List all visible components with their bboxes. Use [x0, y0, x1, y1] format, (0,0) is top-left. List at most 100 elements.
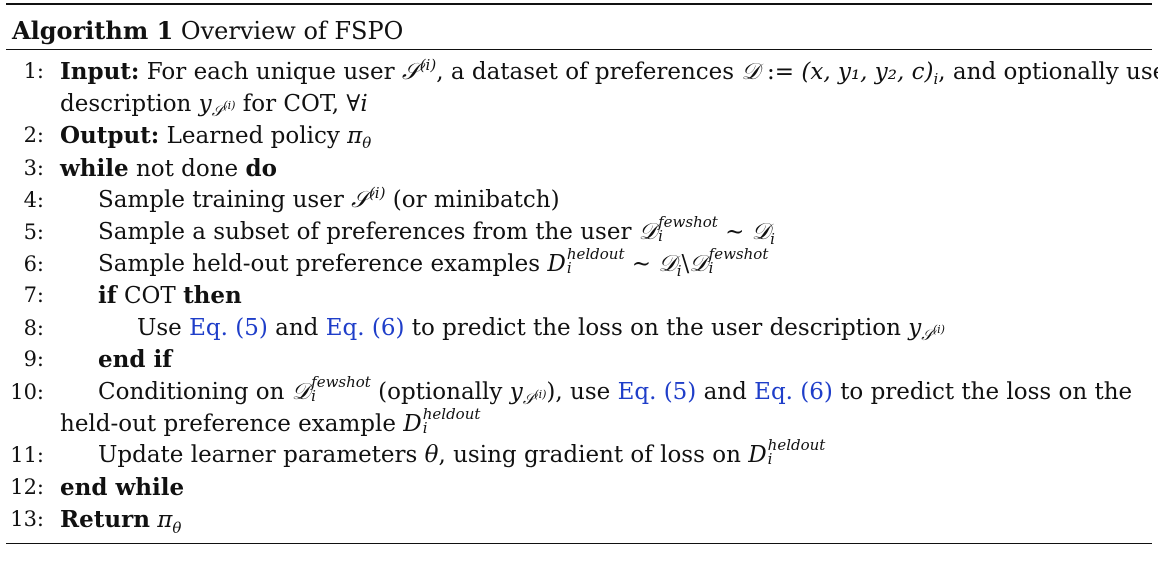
- line-number: 9:: [23, 347, 44, 372]
- math-sup: (i): [932, 323, 945, 337]
- math-sim: ∼: [725, 218, 745, 245]
- line-12: 12: end while: [6, 472, 1152, 505]
- math-D-plain: D: [748, 442, 767, 469]
- math-theta: θ: [424, 442, 439, 469]
- math-y: y: [908, 314, 922, 341]
- math-S: 𝒮: [211, 101, 224, 120]
- math-supsub: heldout i: [767, 436, 826, 469]
- line-7: 7: if COT then: [6, 280, 1152, 313]
- math-sup: heldout: [422, 404, 481, 423]
- math-D-plain: D: [403, 410, 422, 437]
- line-13: 13: Return πθ: [6, 504, 1152, 537]
- math-setminus: \: [681, 250, 690, 277]
- math-S: 𝒮: [522, 390, 535, 409]
- math-supsub: heldout i: [566, 244, 625, 277]
- bottom-rule: [6, 542, 1152, 544]
- keyword-then: then: [183, 282, 242, 310]
- math-D-plain: D: [547, 250, 566, 277]
- line-number: 11:: [10, 443, 44, 468]
- keyword-while: while: [60, 154, 129, 182]
- math-S: 𝒮: [351, 187, 369, 214]
- line-text: held-out preference example: [60, 410, 396, 437]
- line-text: COT: [123, 283, 176, 310]
- line-1-continued: description y𝒮(i) for COT, ∀i: [6, 89, 1152, 121]
- line-number: 12:: [10, 474, 44, 499]
- keyword-do: do: [245, 154, 277, 182]
- line-text: For each unique user: [146, 59, 395, 85]
- algorithm-title: Algorithm 1 Overview of FSPO: [6, 5, 1152, 49]
- math-sub: i: [566, 258, 572, 277]
- math-S: 𝒮: [401, 59, 420, 85]
- line-text: , and optionally user: [938, 59, 1158, 85]
- eq5-link[interactable]: Eq. (5): [189, 314, 268, 341]
- eq5-link[interactable]: Eq. (5): [617, 378, 697, 405]
- algorithm-label: Algorithm 1: [12, 16, 174, 45]
- math-D: 𝒟: [751, 218, 771, 245]
- keyword-return: Return: [60, 506, 150, 534]
- line-8: 8: Use Eq. (5) and Eq. (6) to predict th…: [6, 313, 1152, 345]
- math-tuple: (x, y₁, y₂, c): [801, 59, 934, 85]
- line-text: Conditioning on: [98, 378, 285, 405]
- top-rule: [6, 3, 1152, 5]
- line-text: Use: [137, 314, 182, 341]
- math-supsub: fewshot i: [658, 214, 718, 245]
- math-sub: i: [933, 70, 939, 89]
- keyword-input: Input:: [60, 58, 140, 85]
- keyword-if: if: [98, 282, 117, 310]
- line-text: Sample a subset of preferences from the …: [98, 218, 632, 245]
- line-text: Sample training user: [98, 187, 344, 214]
- math-sub: i: [770, 230, 775, 249]
- line-text: Sample held-out preference examples: [98, 250, 541, 277]
- line-number: 3:: [23, 155, 44, 180]
- math-sup: (i): [223, 99, 236, 113]
- line-number: 6:: [23, 251, 44, 276]
- math-y: y: [509, 378, 523, 405]
- math-sup: heldout: [767, 436, 826, 455]
- line-text: Learned policy: [166, 123, 340, 150]
- keyword-end-while: end while: [60, 473, 185, 501]
- line-text: ), use: [546, 378, 611, 405]
- line-number: 5:: [23, 219, 44, 244]
- math-S: 𝒮: [921, 326, 933, 344]
- math-sub: i: [708, 258, 714, 277]
- eq6-link[interactable]: Eq. (6): [325, 314, 405, 341]
- line-number: 1:: [23, 59, 44, 83]
- line-9: 9: end if: [6, 344, 1152, 377]
- math-supsub: heldout i: [422, 404, 481, 435]
- math-sub: i: [767, 450, 773, 469]
- math-pi: π: [157, 507, 173, 534]
- math-sub: i: [311, 386, 316, 405]
- line-11: 11: Update learner parameters θ, using g…: [6, 436, 1152, 472]
- math-sub: i: [658, 226, 663, 245]
- line-number: 7:: [23, 283, 44, 308]
- math-y: y: [198, 90, 212, 117]
- math-D: 𝒟: [638, 218, 658, 245]
- math-D: 𝒟: [658, 250, 677, 277]
- line-text: , a dataset of preferences: [436, 59, 735, 85]
- math-assign: :=: [767, 59, 795, 85]
- math-D: 𝒟: [741, 59, 760, 85]
- math-sim: ∼: [631, 250, 652, 277]
- line-text: and: [703, 378, 747, 405]
- line-number: 10:: [10, 379, 44, 404]
- keyword-output: Output:: [60, 122, 160, 150]
- line-text: Update learner parameters: [98, 442, 418, 469]
- line-text: for COT, ∀: [242, 90, 361, 117]
- line-2: 2: Output: Learned policy πθ: [6, 120, 1152, 153]
- algorithm-name: Overview of FSPO: [180, 17, 404, 45]
- line-3: 3: while not done do: [6, 153, 1152, 186]
- math-sup: heldout: [566, 244, 625, 263]
- math-sub: θ: [172, 518, 182, 537]
- keyword-end-if: end if: [98, 346, 173, 374]
- line-number: 2:: [23, 123, 44, 148]
- eq6-link[interactable]: Eq. (6): [754, 378, 833, 405]
- math-sup: fewshot: [708, 244, 769, 263]
- line-text: and: [275, 314, 319, 341]
- algorithm-block: Algorithm 1 Overview of FSPO 1: Input: F…: [6, 3, 1158, 544]
- math-i: i: [360, 90, 368, 117]
- line-text: to predict the loss on the user descript…: [411, 314, 901, 341]
- math-supsub: fewshot i: [708, 244, 769, 277]
- line-4: 4: Sample training user 𝒮(i) (or minibat…: [6, 185, 1152, 217]
